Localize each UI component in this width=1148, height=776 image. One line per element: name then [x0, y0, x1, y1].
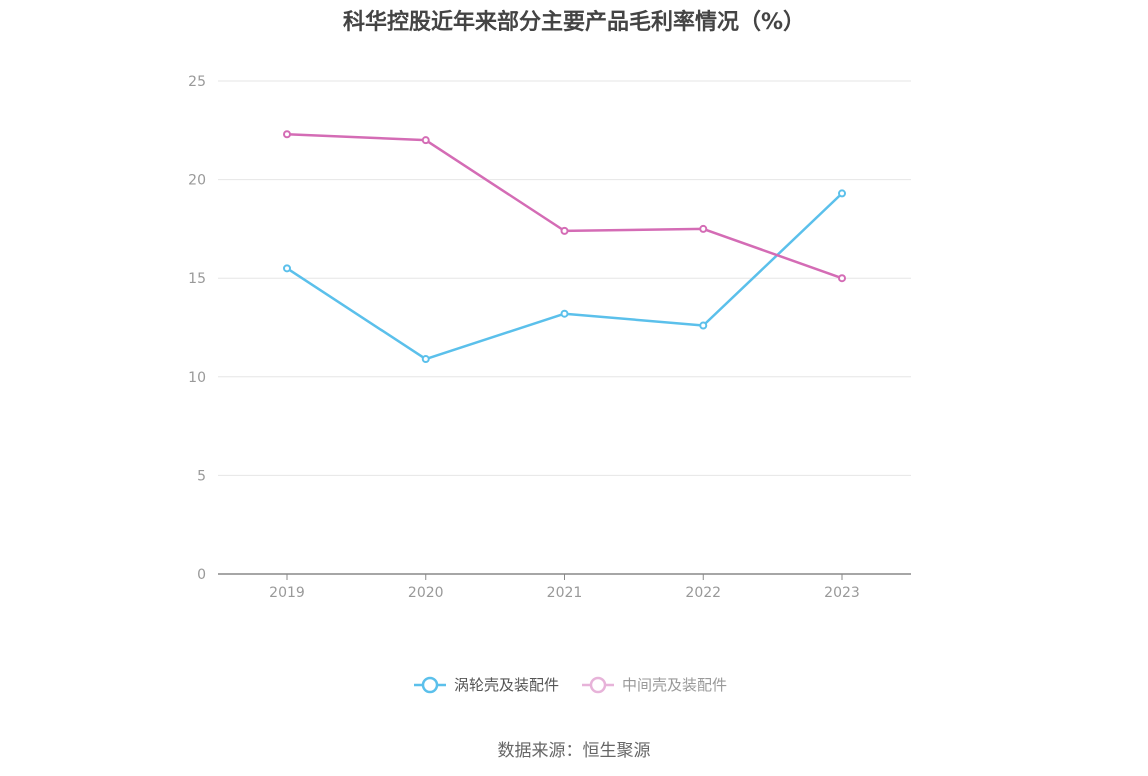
- x-tick-label: 2020: [408, 585, 444, 601]
- chart-title: 科华控股近年来部分主要产品毛利率情况（%）: [342, 10, 806, 35]
- legend-marker-icon: [421, 676, 439, 694]
- x-tick-label: 2019: [269, 585, 305, 601]
- y-tick-label: 20: [188, 173, 206, 189]
- y-tick-label: 5: [197, 468, 206, 484]
- legend-item-1[interactable]: 中间壳及装配件: [582, 676, 727, 694]
- data-source-note: 数据来源：恒生聚源: [497, 741, 651, 761]
- data-point[interactable]: [699, 321, 708, 330]
- data-point[interactable]: [838, 274, 846, 283]
- legend-label: 涡轮壳及装配件: [454, 676, 559, 694]
- legend-label: 中间壳及装配件: [622, 676, 727, 694]
- y-tick-label: 0: [197, 567, 206, 583]
- data-point[interactable]: [421, 136, 430, 145]
- y-tick-label: 10: [188, 370, 206, 386]
- x-tick-label: 2023: [824, 585, 860, 601]
- data-point[interactable]: [560, 309, 569, 318]
- series-line-0: [286, 192, 843, 361]
- x-axis-ticks: 2019 2020 2021 2022 2023: [269, 574, 860, 601]
- x-tick-label: 2022: [685, 585, 721, 601]
- grid-lines: [218, 80, 911, 476]
- legend-item-0[interactable]: 涡轮壳及装配件: [414, 676, 559, 694]
- data-point[interactable]: [283, 130, 291, 139]
- x-tick-label: 2021: [547, 585, 583, 601]
- y-tick-label: 25: [188, 74, 206, 90]
- series-lines: [286, 132, 843, 361]
- data-point[interactable]: [838, 189, 846, 198]
- series-points: [283, 130, 846, 364]
- data-point[interactable]: [421, 355, 430, 364]
- legend-marker-icon: [589, 676, 607, 694]
- data-point[interactable]: [283, 264, 291, 273]
- legend: 涡轮壳及装配件 中间壳及装配件: [414, 676, 727, 694]
- data-point[interactable]: [560, 226, 569, 235]
- y-axis-ticks: 0 5 10 15 20 25: [188, 74, 206, 583]
- series-line-1: [286, 132, 843, 280]
- data-point[interactable]: [699, 224, 708, 233]
- y-tick-label: 15: [188, 271, 206, 287]
